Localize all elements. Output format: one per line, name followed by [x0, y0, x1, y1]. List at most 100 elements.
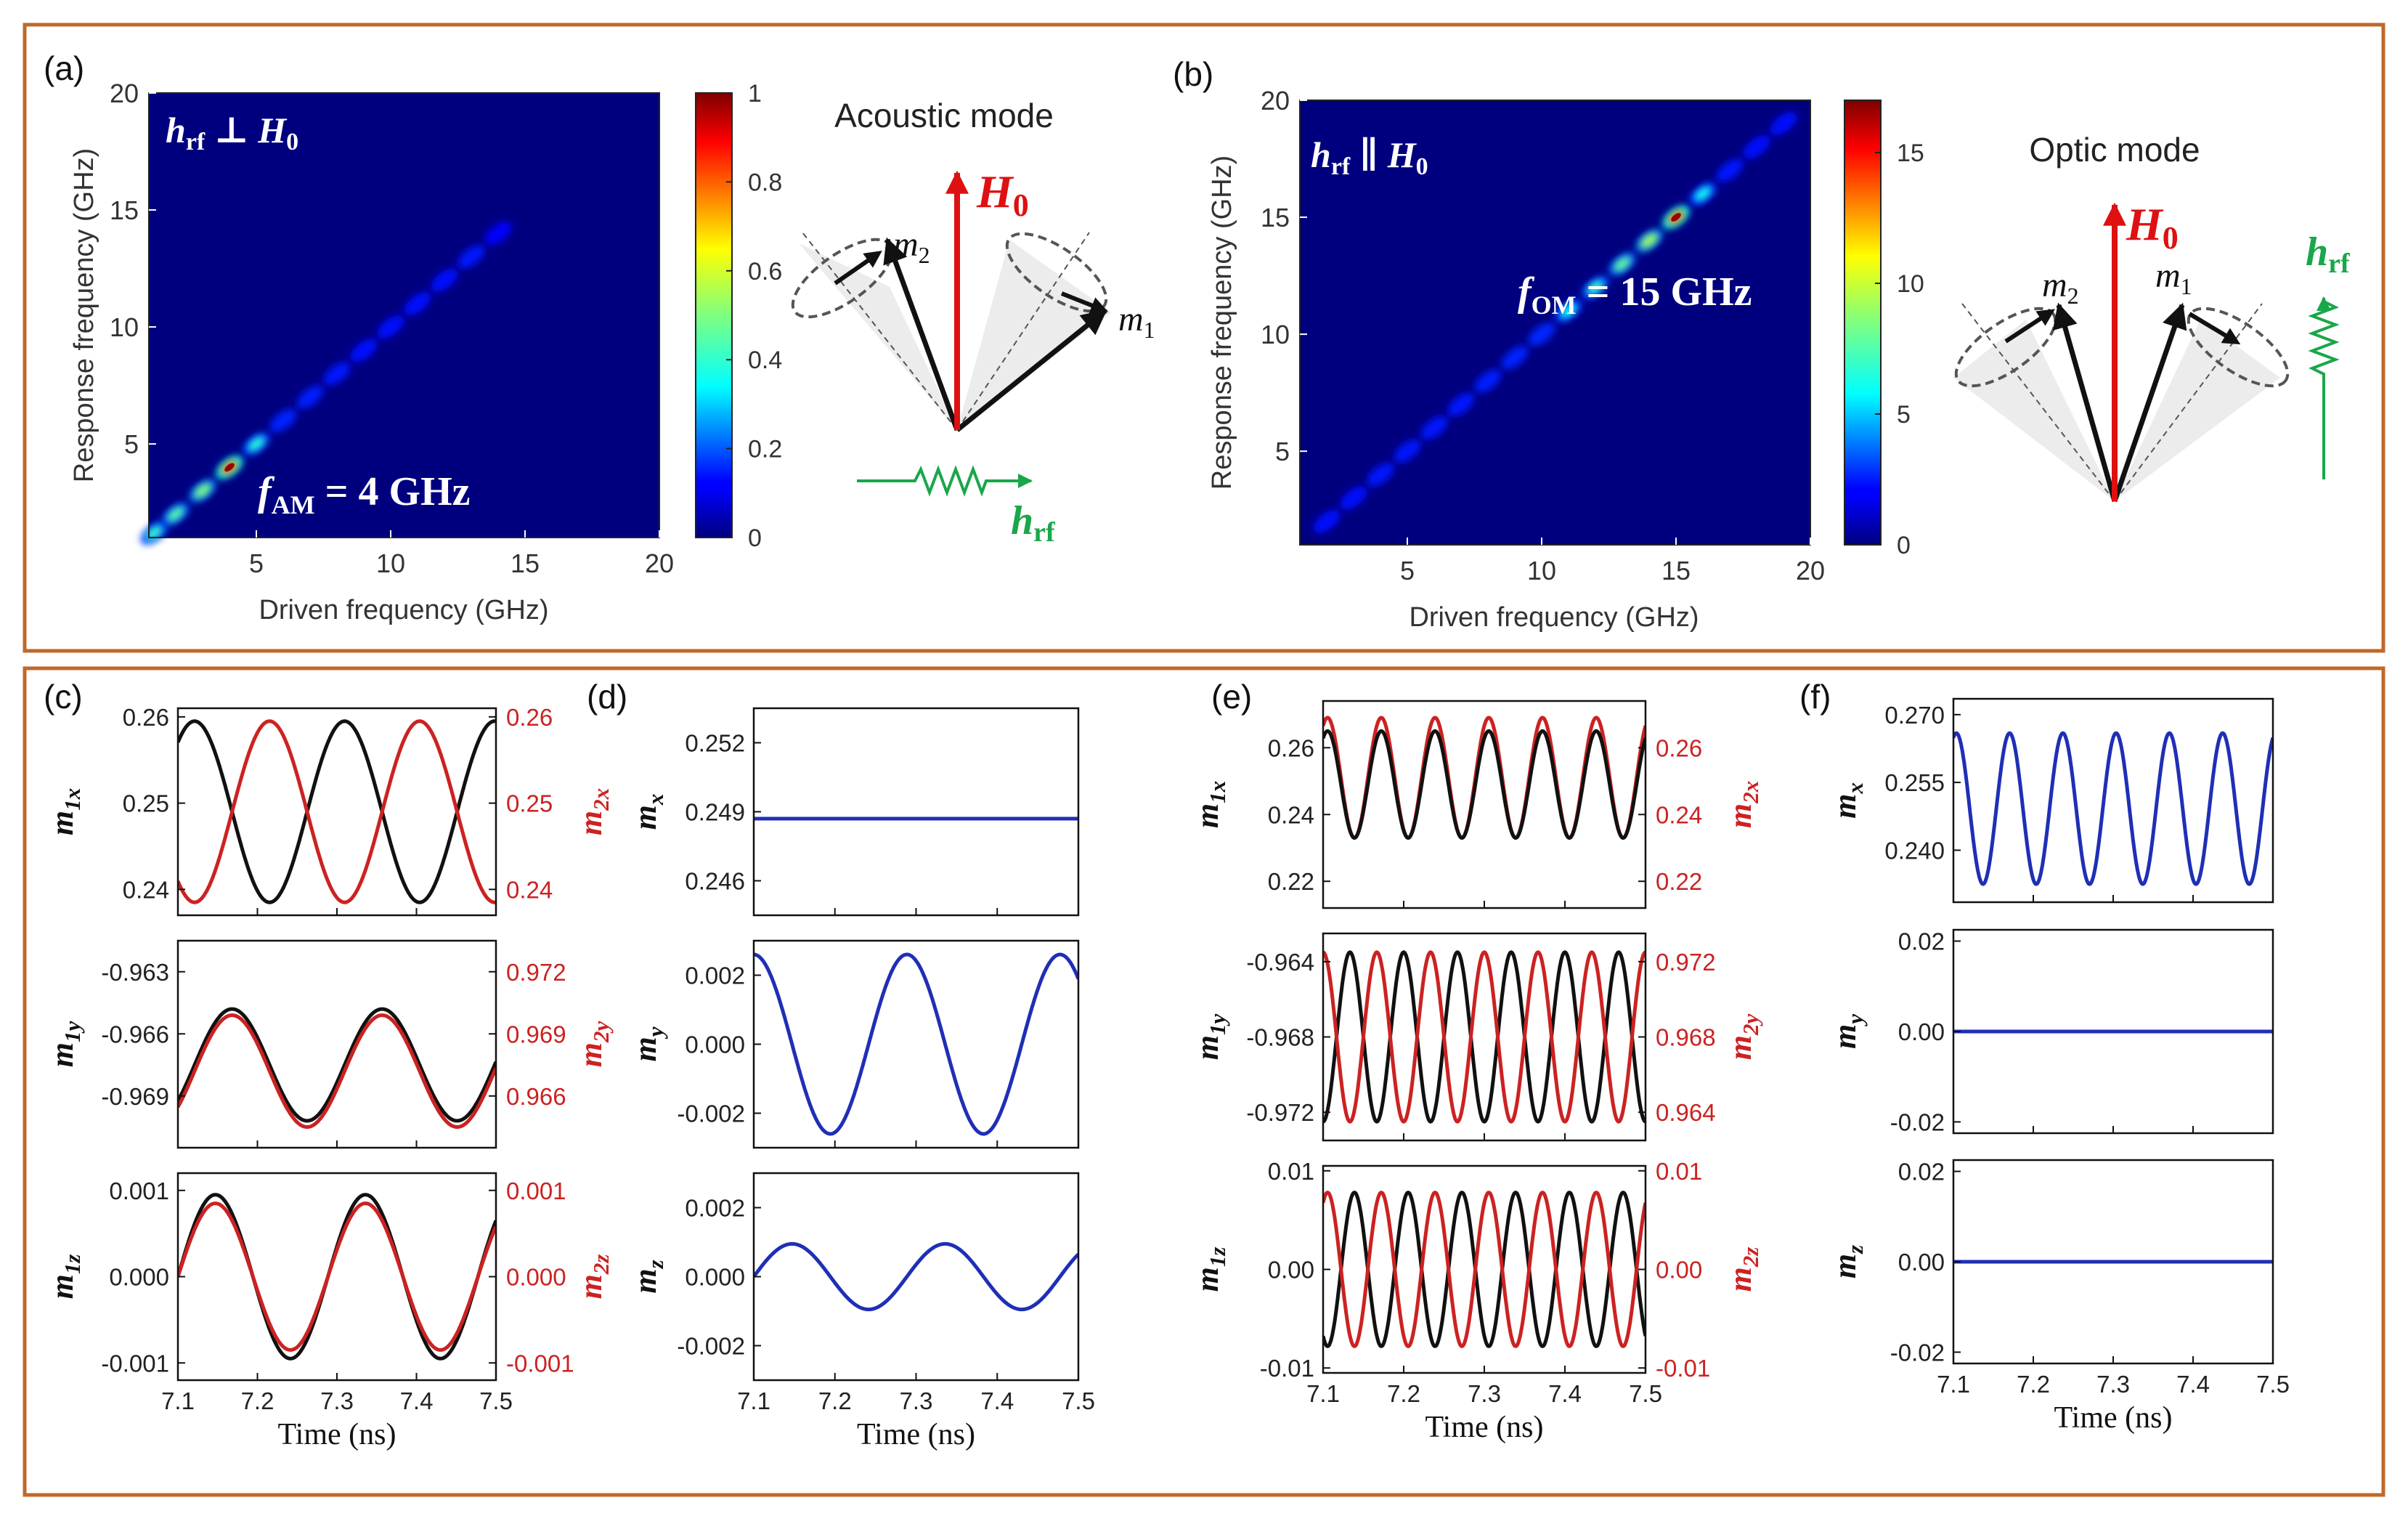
panel-f-subplot-3-xtick-label: 7.2	[2017, 1371, 2050, 1398]
panel-d-subplot-3-ytick-label: 0.000	[685, 1264, 745, 1291]
panel-e-subplot-1-ylabel-left: m1x	[1189, 781, 1230, 828]
panel-f-subplot-3-ytick-label: 0.02	[1898, 1159, 1945, 1185]
heatmap-b-ytick-label: 20	[1261, 86, 1290, 115]
heatmap-b-xtick-label: 10	[1527, 556, 1556, 585]
heatmap-a-blob	[350, 339, 378, 362]
panel-e-subplot-3-ylabel-left: m1z	[1189, 1247, 1230, 1292]
panel-c-subplot-1-ytick-right-label: 0.26	[506, 704, 553, 731]
panel-c-subplot-1-series-m1x	[178, 719, 496, 904]
panel-d-subplot-3: 0.002 0.000 -0.002 7.1 7.2 7.3 7.4 7.5 mz Time (n…	[627, 1172, 1095, 1451]
acoustic-label-hrf: hrf	[1011, 498, 1056, 548]
panel-f-subplot-2: 0.02 0.00 -0.02 my	[1827, 928, 2274, 1135]
panel-e-subplot-2-ytick-right-label: 0.964	[1656, 1099, 1716, 1126]
heatmap-a-ytick-label: 20	[110, 78, 139, 108]
heatmap-b-xtick-label: 5	[1400, 556, 1415, 585]
panel-c-subplot-3-ytick-label: -0.001	[101, 1350, 169, 1377]
optic-rf-coil	[2308, 296, 2340, 479]
optic-label-m2: m2	[2042, 266, 2079, 309]
panel-e-xlabel: Time (ns)	[1425, 1411, 1544, 1444]
heatmap-a-ylabel: Response frequency (GHz)	[69, 148, 99, 482]
heatmap-a: 5 10 15 20 5 10 15 20 Driven frequency (GHz) Re…	[69, 78, 674, 625]
panel-label-c: (c)	[44, 678, 83, 716]
panel-d-subplot-2-ytick-label: 0.000	[685, 1031, 745, 1058]
heatmap-a-annotation: fAM = 4 GHz	[258, 469, 471, 519]
panel-c-subplot-1-series-m2x	[178, 719, 496, 904]
panel-f-subplot-3-xtick-label: 7.3	[2096, 1371, 2130, 1398]
panel-e-subplot-3-xtick-label: 7.3	[1468, 1380, 1501, 1407]
optic-label-hrf: hrf	[2306, 230, 2351, 279]
panel-f-subplot-3-ytick-label: 0.00	[1898, 1249, 1945, 1276]
optic-small-arrow-right	[2188, 312, 2241, 345]
panel-e-subplot-2-ytick-label: -0.964	[1246, 949, 1314, 976]
acoustic-arrow-m2	[883, 237, 960, 431]
panel-c-subplot-3-xtick-label: 7.2	[241, 1387, 274, 1414]
panel-label-f: (f)	[1799, 678, 1831, 716]
heatmap-b-ytick-label: 15	[1261, 203, 1290, 232]
heatmap-a-blob-core	[167, 506, 184, 522]
colorbar-a: 0 0.2 0.4 0.6 0.8 1	[695, 80, 782, 552]
panel-e-subplot-3-series-m1z	[1323, 1191, 1646, 1348]
panel-d-subplot-2-frame	[752, 939, 1080, 1149]
optic-label-H0: H0	[2126, 198, 2179, 256]
panel-f-xlabel: Time (ns)	[2054, 1401, 2173, 1435]
acoustic-label-m2: m2	[893, 225, 930, 268]
panel-f-subplot-2-ytick-label: 0.02	[1898, 928, 1945, 955]
panel-d-subplot-1: 0.252 0.249 0.246 mx	[627, 707, 1080, 917]
heatmap-a-peak	[224, 463, 235, 472]
heatmap-b-blob	[1474, 369, 1502, 393]
panel-e-subplot-2-ylabel-right: m2y	[1722, 1014, 1763, 1061]
acoustic-mode-title: Acoustic mode	[834, 97, 1054, 134]
panel-c-subplot-2-series-m1y	[178, 1007, 496, 1123]
heatmap-b-blob	[1394, 439, 1421, 463]
panel-e-subplot-1-ytick-label: 0.24	[1268, 801, 1314, 828]
heatmap-b-blob	[1716, 158, 1744, 182]
panel-c-subplot-2-ytick-right-label: 0.969	[506, 1021, 566, 1047]
colorbar-a-ticks: 0 0.2 0.4 0.6 0.8 1	[726, 80, 782, 552]
colorbar-b-tick-label: 15	[1897, 139, 1924, 167]
panel-d-subplot-3-xtick-label: 7.2	[818, 1387, 852, 1414]
panel-c-subplot-3-ylabel-right: m2z	[573, 1255, 614, 1300]
panel-d-subplot-1-ytick-label: 0.246	[685, 868, 745, 895]
panel-e-subplot-2-ytick-label: -0.968	[1246, 1024, 1314, 1051]
panel-c-subplot-3-xtick-label: 7.5	[479, 1387, 513, 1414]
colorbar-b-tick-label: 5	[1897, 401, 1911, 429]
panel-e-subplot-3-series-m2z	[1323, 1191, 1646, 1348]
panel-f-subplot-1-ytick-label: 0.255	[1884, 769, 1945, 796]
heatmap-a-ytick-label: 15	[110, 195, 139, 225]
colorbar-b-tick-label: 0	[1897, 532, 1911, 559]
panel-e-subplot-1: 0.26 0.26 0.24 0.24 0.22 0.22 m1x m2x	[1189, 700, 1763, 909]
colorbar-a-gradient	[695, 92, 733, 538]
optic-label-m1: m1	[2155, 256, 2192, 299]
panel-c-subplot-3-xtick-label: 7.4	[400, 1387, 434, 1414]
panel-e-subplot-3-ytick-label: -0.01	[1260, 1355, 1314, 1382]
panel-c-subplot-3-xtick-label: 7.3	[320, 1387, 354, 1414]
colorbar-b: 0 5 10 15	[1844, 100, 1924, 559]
colorbar-a-tick-label: 1	[748, 80, 762, 108]
panel-e-subplot-1-ylabel-right: m2x	[1722, 781, 1763, 828]
panel-e-subplot-3-ytick-right-label: 0.01	[1656, 1158, 1702, 1185]
panel-c-xlabel: Time (ns)	[278, 1418, 396, 1451]
optic-axis-left	[1961, 303, 2115, 502]
panel-e-subplot-3-xtick-label: 7.2	[1387, 1380, 1420, 1407]
heatmap-a-blob	[457, 245, 485, 269]
panel-d-subplot-2-ytick-label: -0.002	[677, 1101, 745, 1127]
panel-f-subplot-3-xtick-label: 7.4	[2176, 1371, 2210, 1398]
panel-f-subplot-1: 0.270 0.255 0.240 mx	[1827, 697, 2274, 904]
panel-c-subplot-3-ylabel-left: m1z	[44, 1255, 85, 1300]
panel-d-subplot-3-ytick-label: -0.002	[677, 1333, 745, 1360]
panel-c-subplot-2-ytick-label: -0.963	[101, 959, 169, 986]
heatmap-a-xlabel: Driven frequency (GHz)	[259, 595, 548, 625]
acoustic-cone-left	[799, 243, 957, 430]
heatmap-a-ticks: 5 10 15 20 5 10 15 20	[110, 78, 674, 578]
heatmap-a-border	[148, 92, 660, 538]
panel-d-subplot-3-xtick-label: 7.4	[980, 1387, 1014, 1414]
heatmap-b-blob	[1367, 463, 1394, 487]
bottom-frame	[23, 666, 2385, 1497]
panel-e-subplot-2-ytick-right-label: 0.968	[1656, 1024, 1716, 1051]
panel-c-subplot-1-ytick-right-label: 0.25	[506, 790, 553, 817]
panel-d-xlabel: Time (ns)	[857, 1418, 975, 1451]
acoustic-small-arrow-left	[834, 251, 882, 285]
colorbar-a-tick-label: 0	[748, 524, 762, 552]
panel-label-e: (e)	[1211, 678, 1252, 716]
heatmap-b-xtick-label: 15	[1661, 556, 1691, 585]
